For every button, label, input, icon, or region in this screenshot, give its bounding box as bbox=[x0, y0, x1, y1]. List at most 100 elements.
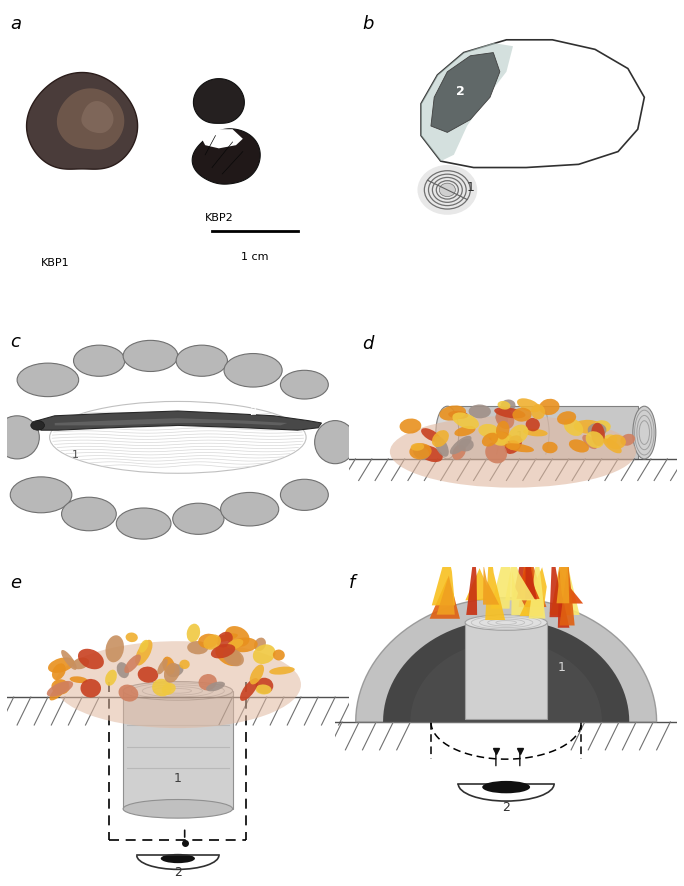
Polygon shape bbox=[410, 641, 602, 722]
Ellipse shape bbox=[240, 679, 259, 701]
Ellipse shape bbox=[448, 411, 469, 419]
Ellipse shape bbox=[117, 663, 129, 679]
Polygon shape bbox=[57, 89, 124, 151]
Polygon shape bbox=[34, 411, 321, 431]
Ellipse shape bbox=[126, 633, 137, 642]
Ellipse shape bbox=[81, 680, 101, 698]
Polygon shape bbox=[202, 130, 243, 149]
Ellipse shape bbox=[124, 655, 141, 673]
Polygon shape bbox=[465, 569, 493, 601]
Ellipse shape bbox=[198, 674, 217, 690]
Ellipse shape bbox=[0, 416, 40, 459]
Ellipse shape bbox=[31, 421, 44, 431]
Ellipse shape bbox=[517, 399, 540, 413]
Polygon shape bbox=[447, 407, 637, 459]
Ellipse shape bbox=[485, 443, 507, 464]
Ellipse shape bbox=[250, 664, 264, 685]
Ellipse shape bbox=[495, 414, 508, 424]
Ellipse shape bbox=[51, 680, 70, 695]
Ellipse shape bbox=[452, 413, 479, 430]
Ellipse shape bbox=[62, 498, 116, 532]
Ellipse shape bbox=[198, 634, 218, 649]
Ellipse shape bbox=[47, 681, 73, 697]
Ellipse shape bbox=[187, 624, 200, 642]
Ellipse shape bbox=[216, 632, 233, 648]
Polygon shape bbox=[553, 568, 583, 604]
Ellipse shape bbox=[588, 424, 607, 438]
Ellipse shape bbox=[452, 445, 466, 461]
Polygon shape bbox=[123, 691, 233, 809]
Ellipse shape bbox=[162, 657, 175, 675]
Ellipse shape bbox=[505, 436, 522, 455]
Ellipse shape bbox=[593, 421, 611, 433]
Ellipse shape bbox=[223, 649, 244, 666]
Polygon shape bbox=[27, 74, 137, 170]
Polygon shape bbox=[194, 80, 244, 124]
Ellipse shape bbox=[399, 419, 421, 434]
Ellipse shape bbox=[413, 447, 429, 460]
Ellipse shape bbox=[224, 354, 282, 388]
Text: 1: 1 bbox=[516, 430, 523, 443]
Ellipse shape bbox=[74, 346, 125, 377]
Ellipse shape bbox=[526, 418, 540, 431]
Ellipse shape bbox=[557, 412, 576, 425]
Ellipse shape bbox=[211, 644, 235, 658]
Ellipse shape bbox=[123, 682, 233, 700]
Ellipse shape bbox=[70, 677, 88, 683]
Ellipse shape bbox=[434, 437, 449, 457]
Ellipse shape bbox=[591, 424, 605, 447]
Ellipse shape bbox=[508, 425, 528, 445]
Polygon shape bbox=[81, 102, 114, 134]
Ellipse shape bbox=[390, 416, 636, 488]
Ellipse shape bbox=[469, 405, 491, 419]
Ellipse shape bbox=[52, 664, 66, 680]
Ellipse shape bbox=[439, 184, 456, 198]
Ellipse shape bbox=[254, 638, 266, 651]
Ellipse shape bbox=[633, 407, 656, 459]
Ellipse shape bbox=[173, 503, 224, 535]
Polygon shape bbox=[520, 568, 547, 617]
Ellipse shape bbox=[497, 432, 516, 449]
Ellipse shape bbox=[439, 406, 466, 421]
Ellipse shape bbox=[105, 670, 117, 686]
Ellipse shape bbox=[253, 645, 276, 664]
Ellipse shape bbox=[280, 371, 328, 400]
Ellipse shape bbox=[482, 433, 498, 447]
Ellipse shape bbox=[421, 429, 440, 442]
Ellipse shape bbox=[539, 400, 560, 416]
Polygon shape bbox=[525, 525, 537, 600]
Ellipse shape bbox=[157, 659, 168, 674]
Polygon shape bbox=[516, 565, 540, 599]
Ellipse shape bbox=[564, 419, 583, 437]
Ellipse shape bbox=[603, 435, 618, 445]
Ellipse shape bbox=[10, 478, 72, 513]
Text: 2: 2 bbox=[456, 85, 465, 98]
Polygon shape bbox=[505, 556, 536, 601]
Polygon shape bbox=[483, 564, 499, 605]
Ellipse shape bbox=[214, 633, 238, 642]
Ellipse shape bbox=[505, 444, 534, 453]
Text: 2: 2 bbox=[502, 799, 510, 812]
Ellipse shape bbox=[409, 444, 432, 460]
Ellipse shape bbox=[176, 346, 227, 377]
Polygon shape bbox=[529, 550, 545, 618]
Ellipse shape bbox=[256, 685, 272, 695]
Ellipse shape bbox=[607, 435, 626, 450]
Ellipse shape bbox=[137, 667, 158, 683]
Text: 1: 1 bbox=[557, 660, 566, 672]
Polygon shape bbox=[565, 545, 579, 615]
Ellipse shape bbox=[220, 493, 279, 526]
Ellipse shape bbox=[482, 781, 530, 794]
Ellipse shape bbox=[161, 683, 176, 696]
Text: a: a bbox=[10, 15, 21, 33]
Ellipse shape bbox=[496, 409, 514, 430]
Ellipse shape bbox=[523, 429, 548, 437]
Ellipse shape bbox=[497, 401, 510, 410]
Ellipse shape bbox=[48, 657, 74, 673]
Ellipse shape bbox=[603, 439, 622, 454]
Polygon shape bbox=[55, 419, 287, 426]
Ellipse shape bbox=[507, 441, 520, 450]
Ellipse shape bbox=[166, 664, 183, 678]
Polygon shape bbox=[431, 53, 500, 133]
Polygon shape bbox=[560, 562, 575, 626]
